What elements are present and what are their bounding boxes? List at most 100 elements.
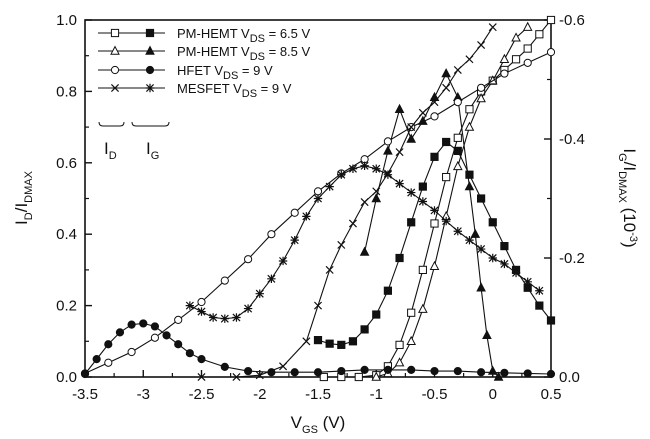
data-point (482, 329, 492, 340)
left-tick-label: 0.8 (56, 83, 77, 100)
data-point (470, 228, 481, 238)
data-point (511, 32, 521, 42)
data-point (453, 65, 462, 75)
data-point (383, 137, 392, 146)
left-tick-label: 1.0 (56, 12, 77, 29)
data-point (441, 216, 451, 226)
right-tick-label: 0.0 (559, 369, 580, 386)
data-point (394, 103, 405, 113)
legend-device: PM-HEMT V (177, 26, 250, 41)
data-point (80, 369, 90, 379)
data-point (372, 310, 381, 319)
data-point (325, 265, 334, 274)
data-point (476, 93, 486, 103)
data-point (418, 182, 427, 191)
id-bracket (98, 121, 125, 127)
data-point (465, 55, 474, 64)
legend-vds-value: = 9 V (257, 81, 292, 96)
data-point (104, 340, 113, 349)
data-point (279, 362, 288, 371)
left-tick-label: 0.6 (56, 155, 77, 172)
data-point (442, 137, 451, 147)
data-point (371, 193, 382, 203)
data-point (255, 289, 264, 298)
data-point (185, 349, 194, 358)
data-point (220, 276, 229, 285)
legend-vds-sub: DS (242, 88, 257, 100)
data-point (325, 182, 334, 191)
data-point (406, 133, 417, 143)
data-point (127, 347, 136, 357)
data-point (465, 235, 474, 245)
data-point (372, 164, 381, 173)
data-point (546, 369, 556, 379)
data-point (418, 197, 428, 206)
data-point (477, 40, 486, 50)
data-point (464, 181, 475, 191)
data-point (407, 123, 416, 132)
x-tick-label: -3.5 (72, 386, 98, 403)
left-axis-title: ID/IDMAX (12, 170, 35, 225)
left-tick-label: 0.4 (56, 226, 77, 243)
data-point (302, 337, 311, 346)
legend-vds-value: = 9 V (238, 63, 273, 78)
data-point (546, 316, 556, 325)
data-point (360, 365, 369, 374)
data-point (354, 372, 363, 382)
data-point (535, 301, 544, 310)
data-point (465, 170, 474, 179)
data-point (500, 69, 509, 78)
data-point (348, 219, 357, 228)
data-point (500, 259, 509, 269)
data-point (220, 362, 229, 371)
legend-filled-marker (145, 83, 155, 93)
data-point (360, 161, 369, 170)
data-point (360, 325, 369, 334)
data-point (127, 320, 136, 329)
data-point (220, 314, 229, 323)
x-tick-label: 0.5 (541, 386, 562, 403)
x-axis-title: VGS (V) (291, 413, 346, 436)
legend-vds-value: = 8.5 V (265, 44, 310, 59)
data-point (383, 145, 393, 155)
data-point (150, 333, 159, 342)
data-point (174, 315, 183, 324)
data-point (395, 340, 404, 349)
data-point (477, 194, 486, 203)
data-point (232, 372, 241, 382)
data-point (197, 297, 206, 307)
series-mes_ig (185, 161, 544, 323)
legend-open-marker (110, 65, 120, 75)
right-tick-label: -0.2 (559, 250, 585, 267)
data-point (453, 133, 462, 142)
data-point (255, 371, 264, 380)
data-point (523, 44, 532, 53)
data-point (197, 355, 206, 364)
data-point (139, 319, 148, 328)
series-line-mes_ig (189, 165, 540, 320)
data-point (442, 172, 451, 182)
data-point (337, 366, 346, 376)
data-point (546, 48, 556, 57)
data-point (313, 187, 323, 196)
data-point (452, 160, 463, 171)
data-point (430, 366, 439, 376)
data-point (430, 219, 439, 228)
data-point (535, 30, 544, 39)
data-point (267, 230, 276, 239)
x-tick-label: -0.5 (422, 386, 448, 403)
data-point (523, 277, 532, 286)
legend-vds-sub: DS (250, 33, 265, 45)
data-point (535, 286, 544, 295)
data-point (337, 240, 346, 249)
legend-entry: MESFET VDS = 9 V (98, 81, 292, 100)
data-point (441, 68, 451, 78)
data-point (232, 313, 241, 322)
data-point (522, 21, 533, 31)
legend-ig-label: IG (146, 139, 159, 162)
data-point (383, 286, 392, 295)
data-point (115, 328, 125, 337)
data-point (418, 108, 427, 117)
legend-open-marker (110, 28, 120, 38)
data-point (104, 358, 113, 367)
